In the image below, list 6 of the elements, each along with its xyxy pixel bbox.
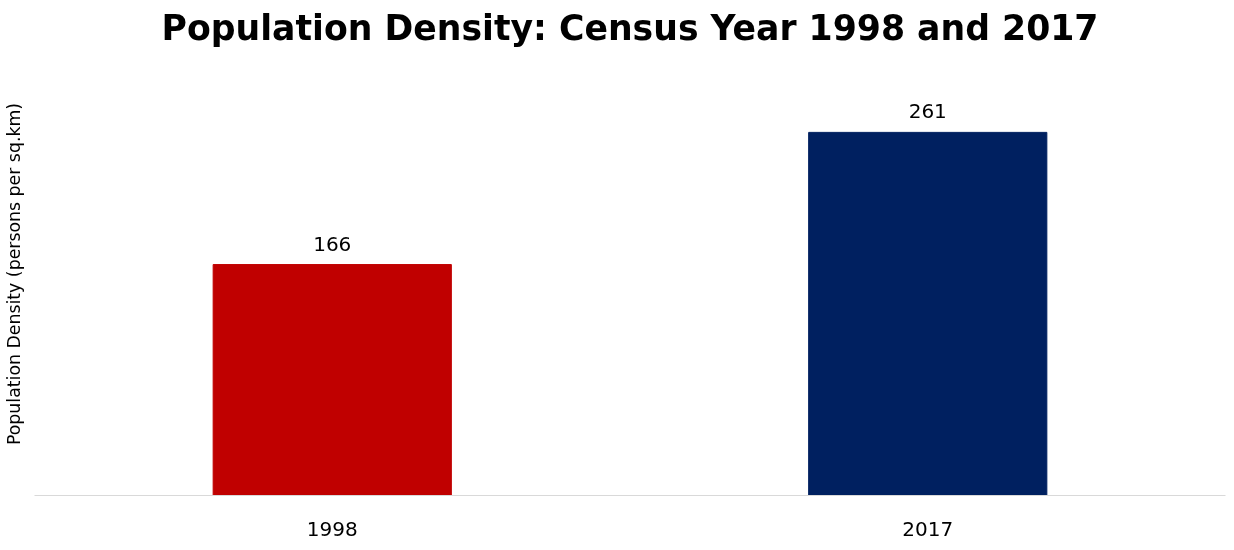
chart-title: Population Density: Census Year 1998 and 2017 (161, 7, 1099, 48)
data-label: 261 (908, 99, 947, 124)
data-label: 166 (313, 231, 352, 256)
y-axis-title: Population Density (persons per sq.km) (3, 102, 24, 446)
x-tick-label: 2017 (902, 516, 954, 541)
x-tick-label: 1998 (306, 516, 358, 541)
